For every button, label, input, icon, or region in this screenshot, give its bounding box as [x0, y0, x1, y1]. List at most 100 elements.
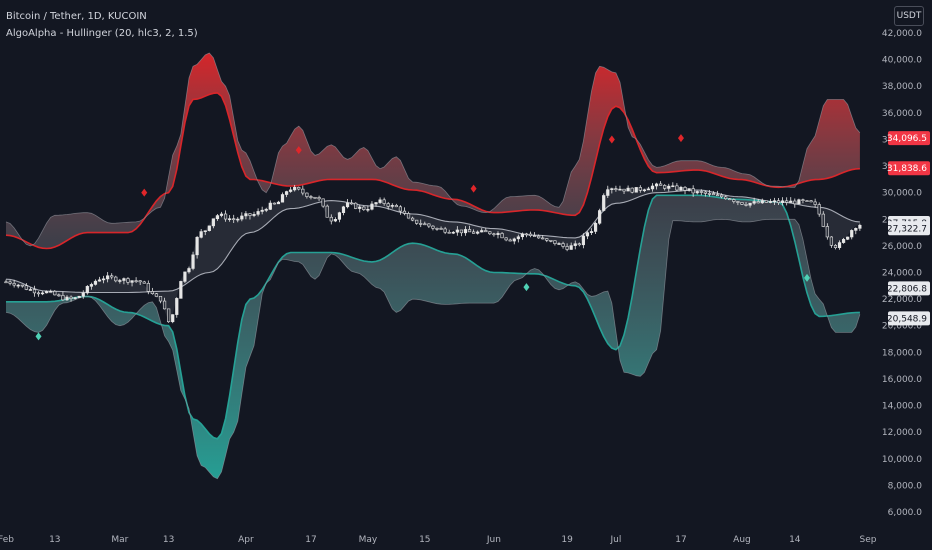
candle-body — [374, 202, 378, 205]
candle-body — [28, 289, 32, 291]
candle-body — [16, 284, 20, 287]
currency-button[interactable]: USDT — [894, 6, 924, 26]
candle-body — [659, 183, 663, 186]
candle-body — [240, 215, 244, 220]
x-tick-label: Jul — [609, 535, 621, 545]
candle-body — [772, 200, 777, 202]
candle-body — [480, 230, 484, 233]
price-label-box — [888, 311, 930, 326]
candle-body — [541, 237, 545, 240]
candle-body — [801, 199, 805, 202]
candle-body — [195, 237, 199, 256]
candle-body — [781, 200, 785, 203]
candle-body — [219, 213, 224, 216]
candle-body — [524, 233, 529, 236]
x-tick-label: Aug — [733, 535, 751, 545]
candle-body — [69, 296, 73, 299]
candle-body — [703, 191, 707, 194]
candle-body — [297, 187, 301, 190]
candle-body — [435, 228, 439, 230]
candle-body — [114, 276, 118, 282]
candle-body — [447, 231, 451, 234]
bear-signal-marker — [677, 134, 684, 143]
indicator-title[interactable]: AlgoAlpha - Hullinger (20, hlc3, 2, 1.5) — [6, 28, 198, 39]
candle-body — [842, 239, 846, 243]
candle-body — [443, 228, 447, 233]
candle-body — [740, 202, 744, 205]
candle-body — [345, 202, 350, 208]
x-tick-label: 14 — [789, 535, 801, 545]
candle-body — [837, 242, 842, 248]
price-label-box — [888, 131, 930, 146]
candle-body — [73, 297, 77, 299]
candle-body — [528, 233, 533, 236]
x-tick-label: 13 — [163, 535, 174, 545]
candle-body — [382, 199, 386, 204]
candle-body — [183, 271, 187, 282]
candle-body — [427, 223, 431, 227]
y-tick-label: 30,000.0 — [882, 189, 922, 199]
candle-body — [614, 188, 618, 190]
candle-body — [817, 204, 821, 215]
candle-body — [122, 278, 126, 281]
price-label: 27,322.7 — [887, 224, 927, 234]
candle-body — [760, 200, 764, 204]
candle-body — [476, 231, 480, 234]
candle-body — [4, 281, 8, 284]
candle-body — [459, 229, 463, 234]
candle-body — [24, 285, 28, 290]
candle-body — [325, 205, 329, 218]
candle-body — [276, 201, 281, 205]
candle-body — [57, 294, 61, 297]
candle-body — [764, 200, 768, 203]
bear-signal-marker — [608, 135, 615, 144]
bear-signal-marker — [470, 184, 477, 193]
price-label-box — [888, 281, 930, 296]
candle-body — [581, 235, 585, 246]
candle-body — [439, 228, 443, 230]
candle-body — [646, 188, 651, 191]
candle-body — [675, 185, 679, 191]
candle-body — [695, 191, 699, 194]
candle-body — [228, 218, 232, 220]
basis-fill — [6, 186, 860, 322]
candle-body — [687, 188, 691, 191]
candle-body — [398, 206, 403, 212]
x-tick-label: 13 — [49, 535, 60, 545]
x-tick-label: Jun — [486, 535, 501, 545]
lower-outer-line — [5, 218, 861, 480]
candle-body — [146, 282, 150, 292]
bull-signal-marker — [804, 273, 811, 282]
candle-body — [471, 231, 476, 234]
candle-body — [516, 236, 520, 240]
candle-body — [833, 245, 838, 248]
candle-body — [167, 308, 171, 323]
candle-body — [321, 198, 325, 207]
candle-body — [411, 217, 415, 221]
candle-body — [671, 185, 675, 188]
upper-inner-line — [5, 92, 860, 250]
y-tick-label: 22,000.0 — [882, 295, 922, 305]
y-tick-label: 24,000.0 — [882, 269, 922, 279]
candle-body — [49, 291, 53, 293]
candle-body — [813, 201, 817, 205]
chart-legend: Bitcoin / Tether, 1D, KUCOIN AlgoAlpha -… — [6, 8, 198, 42]
candle-body — [598, 210, 602, 224]
candle-body — [431, 225, 435, 229]
candle-body — [809, 200, 813, 203]
candle-body — [463, 229, 468, 234]
candle-body — [284, 191, 289, 195]
symbol-title[interactable]: Bitcoin / Tether, 1D, KUCOIN — [6, 11, 147, 22]
candle-body — [858, 224, 862, 229]
price-label-box — [888, 161, 930, 176]
candle-body — [606, 189, 610, 196]
candle-body — [36, 292, 41, 295]
candle-body — [504, 237, 508, 241]
candle-body — [602, 195, 606, 211]
candle-body — [162, 300, 167, 310]
candle-body — [341, 206, 346, 213]
y-tick-label: 8,000.0 — [888, 481, 923, 491]
lower-inner-line — [6, 194, 860, 440]
candle-body — [93, 280, 98, 285]
